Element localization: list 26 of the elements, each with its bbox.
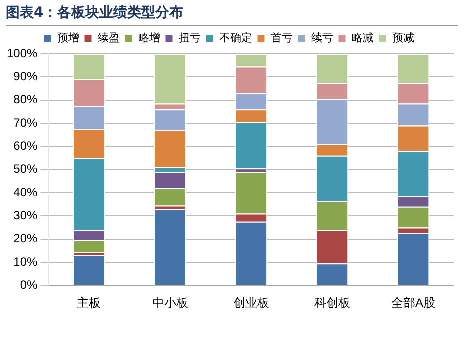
- x-tick-label: 中小板: [152, 296, 188, 310]
- y-tick-label: 0%: [20, 278, 38, 292]
- x-tick-label: 全部A股: [391, 296, 436, 310]
- chart-title: 图表4：各板块业绩类型分布: [6, 4, 458, 26]
- y-tick-label: 90%: [14, 69, 38, 84]
- legend-label: 略增: [138, 32, 160, 45]
- y-tick-label: 40%: [14, 185, 38, 200]
- y-tick-label: 80%: [14, 92, 38, 107]
- legend-label: 续盈: [98, 32, 120, 45]
- x-tick-label: 创业板: [233, 296, 270, 310]
- y-tick-label: 60%: [14, 138, 38, 153]
- legend-label: 预增: [57, 32, 80, 45]
- legend-label: 首亏: [270, 32, 293, 45]
- legend-label: 不确定: [219, 32, 252, 45]
- legend-label: 扭亏: [178, 32, 201, 45]
- x-tick-label: 科创板: [314, 296, 350, 310]
- x-tick-label: 主板: [77, 296, 102, 310]
- y-tick-label: 50%: [14, 162, 38, 176]
- legend-label: 略减: [352, 32, 374, 45]
- y-tick-label: 30%: [14, 208, 38, 222]
- legend-label: 续亏: [311, 32, 334, 45]
- y-tick-label: 100%: [6, 46, 38, 60]
- y-tick-label: 10%: [14, 254, 38, 269]
- legend-label: 预减: [392, 32, 414, 45]
- y-tick-label: 70%: [14, 116, 38, 130]
- y-tick-label: 20%: [14, 232, 38, 246]
